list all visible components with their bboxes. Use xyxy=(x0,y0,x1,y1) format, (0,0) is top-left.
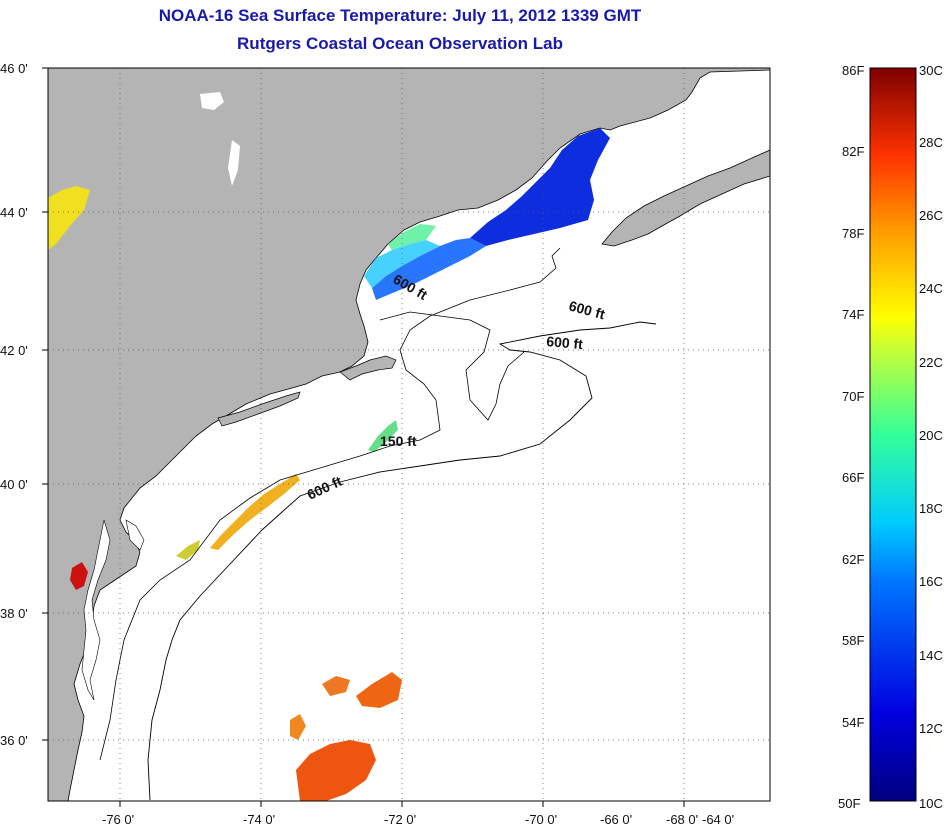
long-island xyxy=(217,391,301,427)
delaware-bay xyxy=(125,519,145,551)
lon-label-70: -70 0' xyxy=(525,812,557,827)
sst-patch-offshore-1 xyxy=(296,740,376,801)
c-label-20: 20C xyxy=(919,428,943,443)
f-label-82: 82F xyxy=(842,144,864,159)
sst-patch-offshore-2 xyxy=(356,672,402,708)
lake-champlain xyxy=(228,140,240,186)
sst-patch-inland-yellow xyxy=(48,186,90,250)
c-label-28: 28C xyxy=(919,135,943,150)
sst-patch-coastal-green xyxy=(388,224,436,250)
f-label-78: 78F xyxy=(842,226,864,241)
colorbar-celsius-labels: 30C 28C 26C 24C 22C 20C 18C 16C 14C 12C … xyxy=(919,63,943,811)
f-label-50: 50F xyxy=(838,796,860,811)
lon-label-68: -68 0' xyxy=(666,812,698,827)
c-label-10: 10C xyxy=(919,796,943,811)
c-label-30: 30C xyxy=(919,63,943,78)
cape-cod xyxy=(339,355,397,381)
map-ticks xyxy=(42,67,685,807)
color-bar xyxy=(869,67,917,802)
c-label-24: 24C xyxy=(919,281,943,296)
sst-patch-offshore-3 xyxy=(322,676,350,696)
lon-label-64: -64 0' xyxy=(702,812,734,827)
sst-patch-nantucket xyxy=(368,420,398,452)
map-title: NOAA-16 Sea Surface Temperature: July 11… xyxy=(158,6,642,25)
c-label-14: 14C xyxy=(919,648,943,663)
contour-label-150ft: 150 ft xyxy=(380,433,417,449)
chesapeake-bay xyxy=(81,519,111,701)
c-label-18: 18C xyxy=(919,501,943,516)
contour-600ft-gulf xyxy=(379,311,525,421)
nova-scotia xyxy=(601,149,770,247)
lon-label-74: -74 0' xyxy=(243,812,275,827)
sst-patch-chesapeake-hot xyxy=(70,562,88,590)
sst-patch-nj-shelf xyxy=(176,540,200,560)
f-label-62: 62F xyxy=(842,552,864,567)
contour-label-600ft-bank: 600 ft xyxy=(546,333,584,352)
inland-lake xyxy=(200,92,224,110)
lat-label-38: 38 0' xyxy=(0,606,28,621)
map-grid xyxy=(48,68,770,801)
lon-label-76: -76 0' xyxy=(102,812,134,827)
f-label-74: 74F xyxy=(842,307,864,322)
lat-label-44: 44 0' xyxy=(0,205,28,220)
lat-label-40: 40 0' xyxy=(0,477,28,492)
sst-patch-offshore-4 xyxy=(290,714,306,740)
f-label-54: 54F xyxy=(842,715,864,730)
f-label-86: 86F xyxy=(842,63,864,78)
lat-label-46: 46 0' xyxy=(0,61,28,76)
lat-label-36: 36 0' xyxy=(0,733,28,748)
sst-patch-gulf-of-maine-mid xyxy=(372,238,486,300)
f-label-70: 70F xyxy=(842,389,864,404)
f-label-66: 66F xyxy=(842,470,864,485)
c-label-26: 26C xyxy=(919,208,943,223)
lon-label-66: -66 0' xyxy=(600,812,632,827)
colorbar-fahrenheit-labels: 86F 82F 78F 74F 70F 66F 62F 58F 54F 50F xyxy=(838,63,864,811)
sst-patch-shelf-warm xyxy=(210,474,300,550)
map-frame xyxy=(47,67,771,802)
c-label-12: 12C xyxy=(919,721,943,736)
map-subtitle: Rutgers Coastal Ocean Observation Lab xyxy=(237,34,563,53)
lat-label-42: 42 0' xyxy=(0,343,28,358)
c-label-16: 16C xyxy=(919,574,943,589)
contour-600ft-shelf xyxy=(147,321,657,801)
c-label-22: 22C xyxy=(919,355,943,370)
contour-150ft-shelf xyxy=(99,247,561,761)
f-label-58: 58F xyxy=(842,633,864,648)
sst-patch-gulf-of-maine-cold xyxy=(470,128,610,246)
lon-label-72: -72 0' xyxy=(384,812,416,827)
